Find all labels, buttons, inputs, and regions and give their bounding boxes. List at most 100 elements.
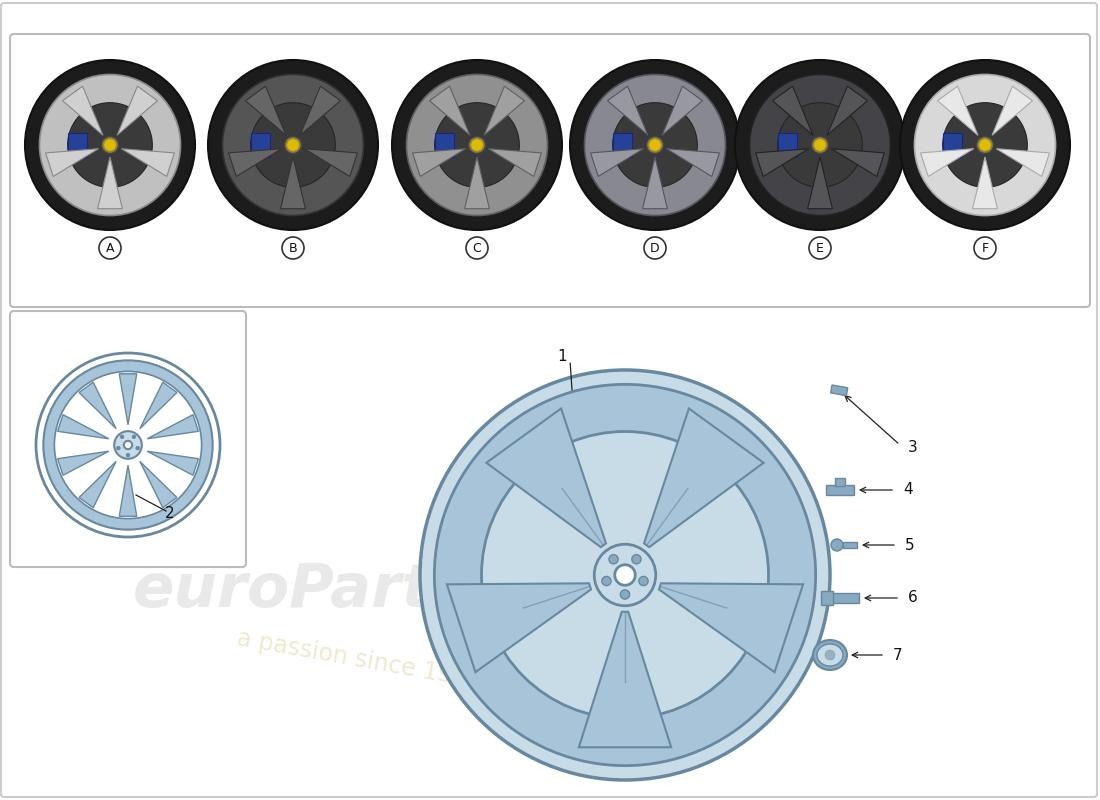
Ellipse shape — [778, 102, 862, 187]
Bar — [830, 385, 848, 396]
Bar — [826, 485, 854, 495]
Ellipse shape — [814, 138, 826, 151]
Ellipse shape — [584, 74, 726, 215]
Circle shape — [808, 237, 830, 259]
Polygon shape — [667, 149, 719, 177]
Polygon shape — [147, 451, 198, 475]
Bar — [778, 133, 796, 158]
Polygon shape — [921, 149, 974, 177]
Text: B: B — [288, 242, 297, 254]
Ellipse shape — [103, 138, 117, 151]
Bar — [943, 133, 961, 158]
Ellipse shape — [830, 539, 843, 551]
Ellipse shape — [101, 137, 119, 154]
Ellipse shape — [594, 544, 656, 606]
Polygon shape — [827, 86, 868, 135]
Ellipse shape — [943, 102, 1027, 187]
Ellipse shape — [813, 640, 847, 670]
Ellipse shape — [570, 60, 740, 230]
Ellipse shape — [285, 137, 301, 154]
Circle shape — [99, 237, 121, 259]
Circle shape — [974, 237, 996, 259]
Ellipse shape — [407, 74, 548, 215]
Polygon shape — [642, 157, 668, 209]
Ellipse shape — [977, 137, 993, 154]
Circle shape — [644, 237, 666, 259]
Ellipse shape — [471, 138, 483, 151]
Ellipse shape — [647, 137, 663, 154]
Text: a passion since 1985: a passion since 1985 — [235, 626, 485, 694]
Ellipse shape — [120, 435, 124, 438]
Ellipse shape — [222, 74, 363, 215]
Polygon shape — [591, 149, 644, 177]
Polygon shape — [429, 86, 470, 135]
Ellipse shape — [420, 370, 830, 780]
Polygon shape — [579, 612, 671, 747]
Bar — [843, 542, 857, 548]
Text: C: C — [473, 242, 482, 254]
Polygon shape — [63, 86, 103, 135]
Polygon shape — [484, 86, 525, 135]
Polygon shape — [229, 149, 282, 177]
Ellipse shape — [979, 138, 991, 151]
Polygon shape — [464, 157, 490, 209]
Polygon shape — [772, 86, 813, 135]
Polygon shape — [412, 149, 465, 177]
Ellipse shape — [631, 554, 641, 564]
Ellipse shape — [812, 137, 828, 154]
Text: 4: 4 — [903, 482, 913, 498]
Ellipse shape — [135, 446, 140, 450]
Polygon shape — [57, 414, 109, 438]
Polygon shape — [140, 382, 177, 429]
FancyBboxPatch shape — [10, 311, 246, 567]
Ellipse shape — [469, 137, 485, 154]
Ellipse shape — [620, 590, 629, 599]
Ellipse shape — [749, 74, 891, 215]
Ellipse shape — [434, 102, 519, 187]
Ellipse shape — [735, 60, 905, 230]
Polygon shape — [98, 157, 122, 209]
Circle shape — [466, 237, 488, 259]
Bar — [613, 133, 631, 158]
Polygon shape — [972, 157, 998, 209]
Ellipse shape — [825, 650, 835, 660]
Polygon shape — [140, 462, 177, 508]
Ellipse shape — [609, 554, 618, 564]
Ellipse shape — [639, 577, 648, 586]
Bar — [835, 478, 845, 486]
Polygon shape — [245, 86, 286, 135]
Ellipse shape — [251, 102, 336, 187]
Text: E: E — [816, 242, 824, 254]
Ellipse shape — [43, 360, 212, 530]
Bar — [821, 591, 833, 605]
Ellipse shape — [615, 565, 636, 586]
Bar — [68, 133, 87, 158]
Text: 7: 7 — [893, 647, 903, 662]
Polygon shape — [79, 382, 117, 429]
Polygon shape — [79, 462, 117, 508]
Polygon shape — [300, 86, 341, 135]
Ellipse shape — [114, 431, 142, 459]
Bar — [829, 593, 859, 603]
Polygon shape — [937, 86, 978, 135]
Circle shape — [282, 237, 304, 259]
Polygon shape — [659, 583, 803, 672]
Polygon shape — [121, 149, 175, 177]
Polygon shape — [119, 466, 136, 516]
Ellipse shape — [482, 431, 769, 718]
Text: 5: 5 — [905, 538, 914, 553]
Polygon shape — [117, 86, 157, 135]
Ellipse shape — [649, 138, 661, 151]
Ellipse shape — [54, 371, 201, 518]
Polygon shape — [305, 149, 358, 177]
Polygon shape — [997, 149, 1049, 177]
Ellipse shape — [124, 441, 132, 449]
Polygon shape — [662, 86, 703, 135]
Text: F: F — [981, 242, 989, 254]
Polygon shape — [147, 414, 198, 438]
Ellipse shape — [613, 102, 697, 187]
Ellipse shape — [132, 435, 135, 438]
Bar — [436, 133, 453, 158]
Polygon shape — [992, 86, 1033, 135]
Polygon shape — [488, 149, 541, 177]
